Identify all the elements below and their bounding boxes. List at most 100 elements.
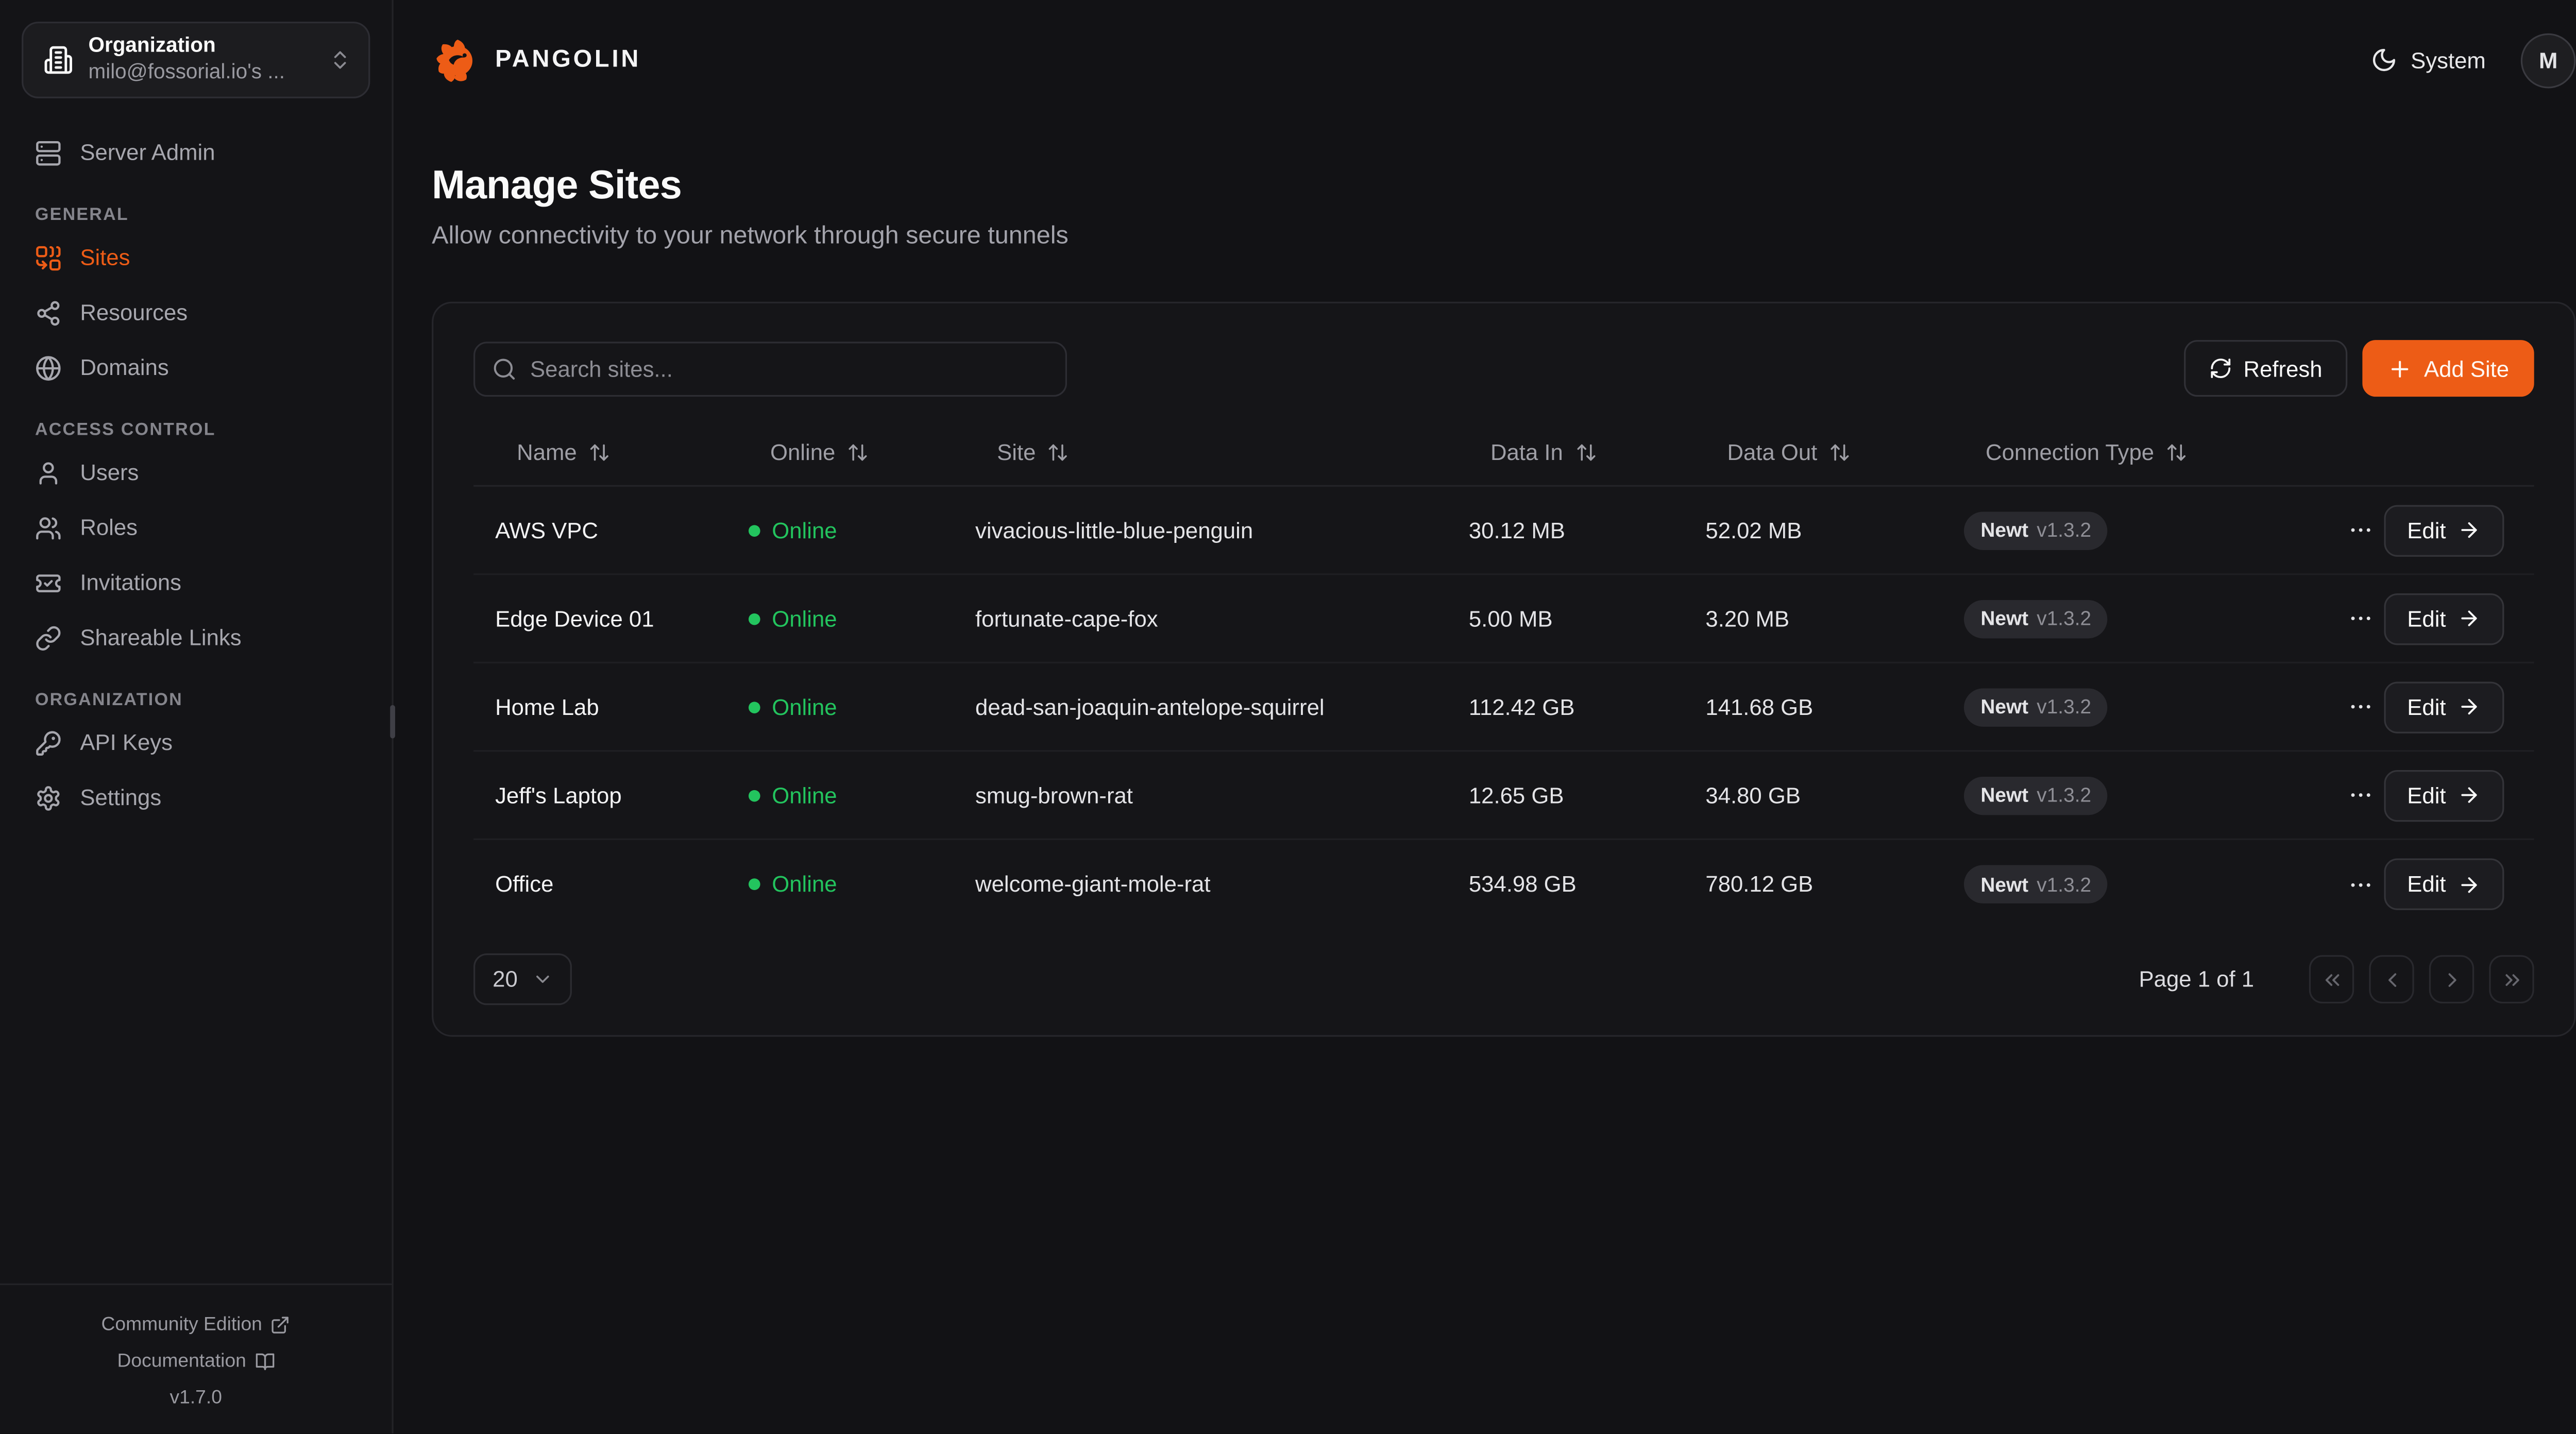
- cell-site: smug-brown-rat: [975, 782, 1133, 808]
- sidebar-item-api-keys[interactable]: API Keys: [22, 715, 370, 770]
- search-icon: [492, 356, 517, 381]
- online-status-dot-icon: [748, 878, 760, 891]
- ellipsis-icon: [2347, 693, 2374, 720]
- online-status-dot-icon: [748, 524, 760, 536]
- table-row: Jeff's Laptop Online smug-brown-rat 12.65 G…: [473, 752, 2534, 840]
- sidebar-item-resources[interactable]: Resources: [22, 285, 370, 340]
- avatar-initial: M: [2538, 47, 2558, 73]
- cell-connection-type: Newt v1.3.2: [1942, 599, 2311, 638]
- section-heading-general: General: [35, 205, 129, 225]
- sidebar-item-roles[interactable]: Roles: [22, 500, 370, 555]
- row-menu-button[interactable]: [2332, 517, 2384, 543]
- cell-online-status: Online: [727, 872, 954, 897]
- column-header-online[interactable]: Online: [727, 439, 954, 464]
- arrow-up-down-icon: [1574, 441, 1596, 463]
- footer-link-documentation[interactable]: Documentation: [0, 1344, 392, 1380]
- sidebar-resize-handle[interactable]: [390, 705, 395, 739]
- sidebar-item-label: API Keys: [80, 730, 173, 755]
- ellipsis-icon: [2347, 605, 2374, 632]
- ticket-check-icon: [35, 569, 62, 596]
- ellipsis-icon: [2347, 782, 2374, 809]
- moon-icon: [2370, 47, 2397, 74]
- arrow-right-icon: [2458, 873, 2481, 896]
- arrow-right-icon: [2458, 783, 2481, 807]
- column-header-site[interactable]: Site: [954, 439, 1447, 464]
- pangolin-logo-icon: [432, 35, 482, 85]
- row-menu-button[interactable]: [2332, 871, 2384, 898]
- cell-name: Jeff's Laptop: [495, 782, 622, 808]
- arrow-right-icon: [2458, 695, 2481, 718]
- sidebar-item-users[interactable]: Users: [22, 445, 370, 500]
- pagination-first-page-button[interactable]: [2309, 955, 2354, 1004]
- pagination-next-page-button[interactable]: [2429, 955, 2475, 1004]
- pagination-last-page-button[interactable]: [2489, 955, 2534, 1004]
- row-menu-button[interactable]: [2332, 605, 2384, 632]
- column-header-connection-type[interactable]: Connection Type: [1942, 439, 2311, 464]
- sidebar-item-invitations[interactable]: Invitations: [22, 555, 370, 610]
- cell-name: Edge Device 01: [495, 606, 654, 631]
- arrow-up-down-icon: [2166, 441, 2188, 463]
- sidebar-item-label: Settings: [80, 785, 162, 810]
- cell-online-status: Online: [727, 782, 954, 808]
- sidebar-item-shareable-links[interactable]: Shareable Links: [22, 610, 370, 665]
- connection-type-badge: Newt v1.3.2: [1963, 776, 2108, 814]
- edit-button[interactable]: Edit: [2384, 592, 2504, 644]
- sidebar-item-domains[interactable]: Domains: [22, 340, 370, 395]
- sidebar-item-settings[interactable]: Settings: [22, 770, 370, 825]
- row-menu-button[interactable]: [2332, 782, 2384, 809]
- sidebar-item-sites[interactable]: Sites: [22, 230, 370, 285]
- sidebar-item-server-admin[interactable]: Server Admin: [22, 125, 370, 180]
- theme-toggle[interactable]: System: [2370, 47, 2486, 74]
- cell-data-out: 141.68 GB: [1705, 694, 1814, 720]
- arrow-right-icon: [2458, 607, 2481, 630]
- arrow-up-down-icon: [847, 441, 869, 463]
- status-label: Online: [772, 872, 837, 897]
- edit-button[interactable]: Edit: [2384, 769, 2504, 821]
- brand-logo-link[interactable]: PANGOLIN: [432, 35, 641, 85]
- cell-data-in: 112.42 GB: [1468, 694, 1575, 720]
- app-version: v1.7.0: [170, 1389, 222, 1409]
- online-status-dot-icon: [748, 789, 760, 801]
- sites-table: Name Online Site Data In Data Out Connection …: [473, 418, 2534, 928]
- edit-button[interactable]: Edit: [2384, 858, 2504, 910]
- page-info: Page 1 of 1: [2139, 966, 2255, 992]
- pagination-prev-page-button[interactable]: [2369, 955, 2414, 1004]
- sidebar-item-label: Server Admin: [80, 140, 215, 165]
- ellipsis-icon: [2347, 871, 2374, 898]
- add-site-button[interactable]: Add Site: [2362, 340, 2534, 397]
- topbar: PANGOLIN System M: [394, 0, 2576, 120]
- column-header-data-out[interactable]: Data Out: [1684, 439, 1942, 464]
- server-icon: [35, 139, 62, 166]
- table-header-row: Name Online Site Data In Data Out Connection …: [473, 418, 2534, 487]
- cell-connection-type: Newt v1.3.2: [1942, 687, 2311, 726]
- user-avatar[interactable]: M: [2520, 32, 2576, 88]
- org-selector-value: milo@fossorial.io's ...: [88, 60, 285, 83]
- cell-connection-type: Newt v1.3.2: [1942, 776, 2311, 814]
- column-header-name[interactable]: Name: [473, 439, 727, 464]
- cell-data-in: 534.98 GB: [1468, 872, 1577, 897]
- row-menu-button[interactable]: [2332, 693, 2384, 720]
- online-status-dot-icon: [748, 612, 760, 624]
- page-content: Manage Sites Allow connectivity to your …: [394, 120, 2576, 1037]
- chevron-left-icon: [2380, 967, 2403, 991]
- edit-button[interactable]: Edit: [2384, 680, 2504, 733]
- status-label: Online: [772, 517, 837, 543]
- search-input[interactable]: [530, 355, 1049, 381]
- page-size-select[interactable]: 20: [473, 953, 572, 1005]
- sidebar-item-label: Domains: [80, 355, 169, 380]
- cell-data-in: 30.12 MB: [1468, 517, 1565, 543]
- refresh-icon: [2209, 356, 2232, 380]
- refresh-button[interactable]: Refresh: [2183, 340, 2348, 397]
- arrow-up-down-icon: [1829, 441, 1851, 463]
- footer-link-community-edition[interactable]: Community Edition: [0, 1307, 392, 1344]
- page-title: Manage Sites: [432, 163, 682, 209]
- org-selector[interactable]: Organization milo@fossorial.io's ...: [22, 22, 370, 98]
- cell-name: AWS VPC: [495, 517, 598, 543]
- column-header-data-in[interactable]: Data In: [1447, 439, 1684, 464]
- cell-site: vivacious-little-blue-penguin: [975, 517, 1253, 543]
- table-row: Office Online welcome-giant-mole-rat 534.98…: [473, 840, 2534, 929]
- edit-button[interactable]: Edit: [2384, 504, 2504, 556]
- table-row: Edge Device 01 Online fortunate-cape-fox 5.…: [473, 575, 2534, 663]
- connection-type-badge: Newt v1.3.2: [1963, 599, 2108, 638]
- sidebar-item-label: Sites: [80, 245, 130, 270]
